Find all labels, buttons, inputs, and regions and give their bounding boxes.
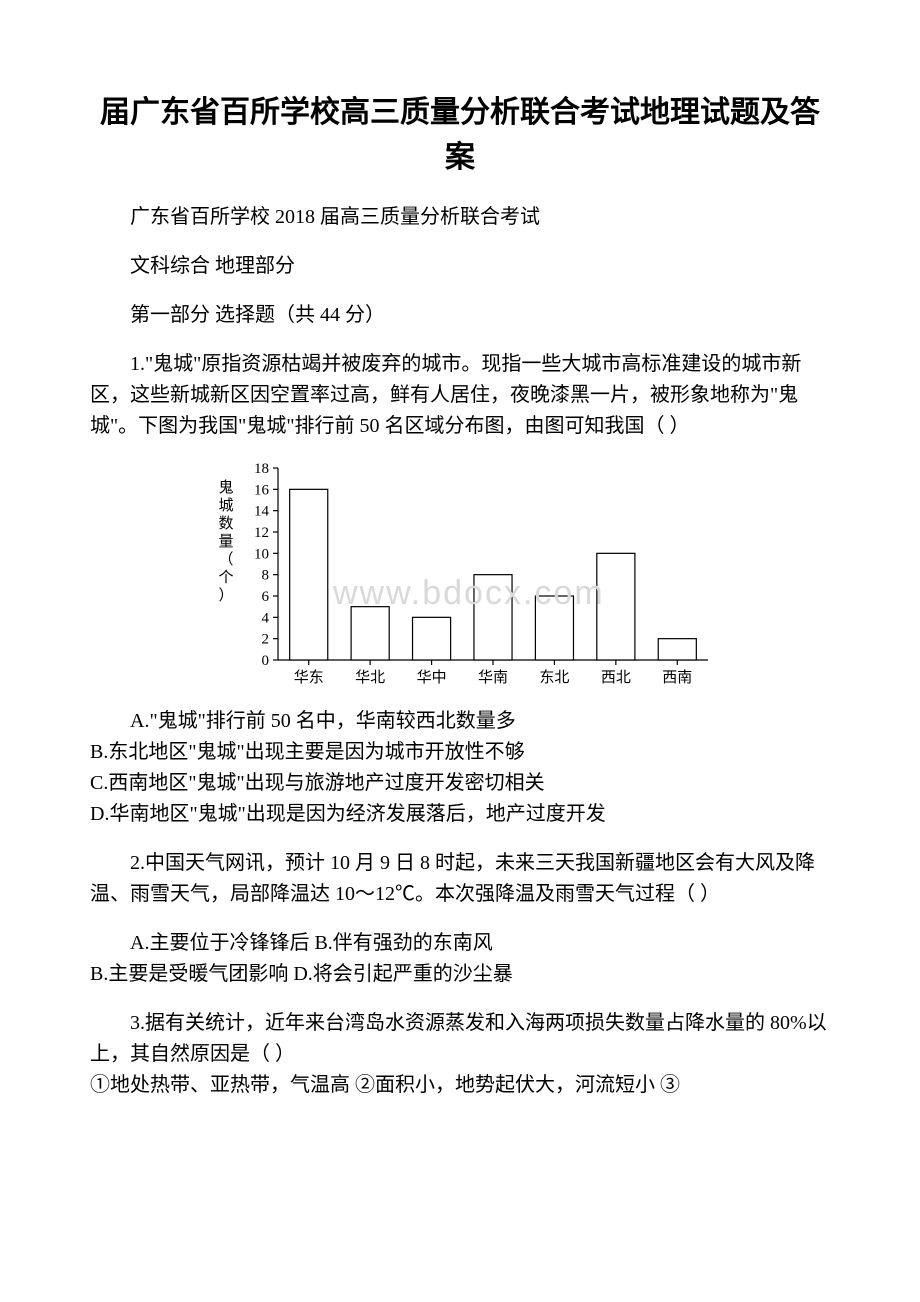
svg-text:数: 数 <box>218 515 233 532</box>
q1-options: A."鬼城"排行前 50 名中，华南较西北数量多 B.东北地区"鬼城"出现主要是… <box>90 706 830 830</box>
subtitle-subject: 文科综合 地理部分 <box>90 251 830 282</box>
q3-block: 3.据有关统计，近年来台湾岛水资源蒸发和入海两项损失数量占降水量的 80%以上，… <box>90 1008 830 1101</box>
svg-text:东北: 东北 <box>539 669 569 686</box>
svg-text:14: 14 <box>254 504 270 520</box>
svg-text:西南: 西南 <box>662 669 692 686</box>
q3-line1: ①地处热带、亚热带，气温高 ②面积小，地势起伏大，河流短小 ③ <box>90 1070 830 1101</box>
svg-text:个: 个 <box>218 569 233 586</box>
document-page: 届广东省百所学校高三质量分析联合考试地理试题及答案 广东省百所学校 2018 届… <box>0 0 920 1159</box>
svg-text:（: （ <box>218 551 233 568</box>
svg-text:华北: 华北 <box>355 669 385 686</box>
svg-text:2: 2 <box>262 632 270 648</box>
q1-option-c: C.西南地区"鬼城"出现与旅游地产过度开发密切相关 <box>90 768 830 799</box>
svg-text:西北: 西北 <box>601 669 631 686</box>
svg-text:）: ） <box>218 587 233 604</box>
svg-text:华东: 华东 <box>294 669 324 686</box>
section-header: 第一部分 选择题（共 44 分） <box>90 300 830 331</box>
document-title: 届广东省百所学校高三质量分析联合考试地理试题及答案 <box>90 90 830 180</box>
q2-options: A.主要位于冷锋锋后 B.伴有强劲的东南风 B.主要是受暖气团影响 D.将会引起… <box>90 928 830 990</box>
svg-text:华南: 华南 <box>478 669 508 686</box>
svg-text:4: 4 <box>262 610 270 626</box>
svg-text:华中: 华中 <box>417 669 447 686</box>
svg-text:0: 0 <box>262 653 270 669</box>
q1-option-b: B.东北地区"鬼城"出现主要是因为城市开放性不够 <box>90 737 830 768</box>
svg-text:6: 6 <box>262 589 270 605</box>
svg-text:8: 8 <box>262 568 270 584</box>
q2-stem: 2.中国天气网讯，预计 10 月 9 日 8 时起，未来三天我国新疆地区会有大风… <box>90 848 830 910</box>
svg-text:鬼: 鬼 <box>218 479 233 496</box>
subtitle-exam: 广东省百所学校 2018 届高三质量分析联合考试 <box>90 202 830 233</box>
svg-text:量: 量 <box>218 534 233 550</box>
svg-text:18: 18 <box>254 461 269 477</box>
q1-stem: 1."鬼城"原指资源枯竭并被废弃的城市。现指一些大城市高标准建设的城市新区，这些… <box>90 349 830 442</box>
svg-text:12: 12 <box>254 525 269 541</box>
svg-text:10: 10 <box>254 546 269 562</box>
q2-options-line2: B.主要是受暖气团影响 D.将会引起严重的沙尘暴 <box>90 959 830 990</box>
svg-text:16: 16 <box>254 482 270 498</box>
q1-option-d: D.华南地区"鬼城"出现是因为经济发展落后，地产过度开发 <box>90 799 830 830</box>
svg-text:城: 城 <box>218 497 233 514</box>
q3-stem: 3.据有关统计，近年来台湾岛水资源蒸发和入海两项损失数量占降水量的 80%以上，… <box>90 1008 830 1070</box>
q1-option-a: A."鬼城"排行前 50 名中，华南较西北数量多 <box>90 706 830 737</box>
q2-options-line1: A.主要位于冷锋锋后 B.伴有强劲的东南风 <box>90 928 830 959</box>
ghost-city-bar-chart: 024681012141618华东华北华中华南东北西北西南鬼城数量（个） www… <box>200 460 830 698</box>
